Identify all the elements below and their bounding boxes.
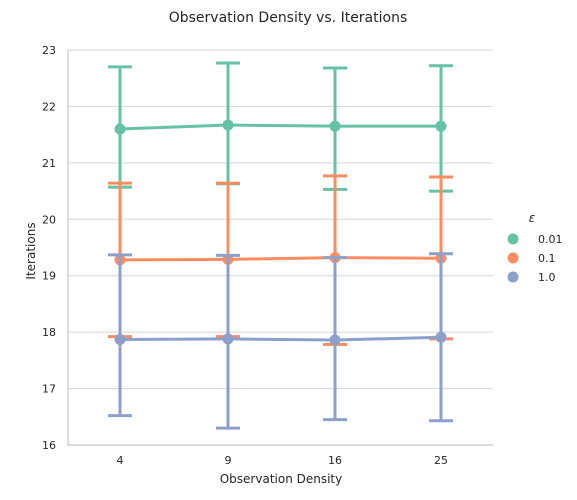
series-1.0 <box>108 252 453 430</box>
data-point <box>435 331 447 343</box>
x-tick-label: 25 <box>434 454 448 467</box>
data-point <box>329 120 341 132</box>
series-line <box>119 256 442 262</box>
legend-entry: 0.1 <box>538 252 556 265</box>
y-tick-label: 22 <box>42 100 56 113</box>
series-line <box>119 335 442 342</box>
data-point <box>435 120 447 132</box>
grid <box>68 49 493 446</box>
series-0.1 <box>108 174 453 347</box>
y-tick-label: 16 <box>42 439 56 452</box>
y-tick-label: 21 <box>42 157 56 170</box>
data-point <box>329 334 341 346</box>
y-tick-label: 19 <box>42 270 56 283</box>
data-point <box>114 333 126 345</box>
y-ticks: 16 17 18 19 20 21 22 23 <box>42 44 56 452</box>
y-axis-label: Iterations <box>24 222 38 279</box>
x-tick-label: 16 <box>328 454 342 467</box>
data-point <box>222 119 234 131</box>
legend: ε 0.01 0.1 1.0 <box>507 211 563 284</box>
axes <box>67 50 493 446</box>
x-tick-label: 9 <box>225 454 232 467</box>
y-tick-label: 17 <box>42 383 56 396</box>
y-tick-label: 18 <box>42 326 56 339</box>
series-line <box>119 123 441 131</box>
y-tick-label: 20 <box>42 213 56 226</box>
data-point <box>222 333 234 345</box>
x-axis-label: Observation Density <box>220 472 343 486</box>
series-0.01 <box>108 61 453 193</box>
legend-marker-0.01 <box>507 233 519 245</box>
legend-marker-1.0 <box>507 271 519 283</box>
legend-entry: 1.0 <box>538 271 556 284</box>
data-point <box>114 123 126 135</box>
legend-marker-0.1 <box>507 252 519 264</box>
chart-title: Observation Density vs. Iterations <box>169 10 408 26</box>
legend-title: ε <box>529 211 536 225</box>
y-tick-label: 23 <box>42 44 56 57</box>
x-tick-label: 4 <box>117 454 124 467</box>
legend-entry: 0.01 <box>538 233 563 246</box>
x-ticks: 4 9 16 25 <box>117 454 449 467</box>
series-layer <box>108 61 453 430</box>
